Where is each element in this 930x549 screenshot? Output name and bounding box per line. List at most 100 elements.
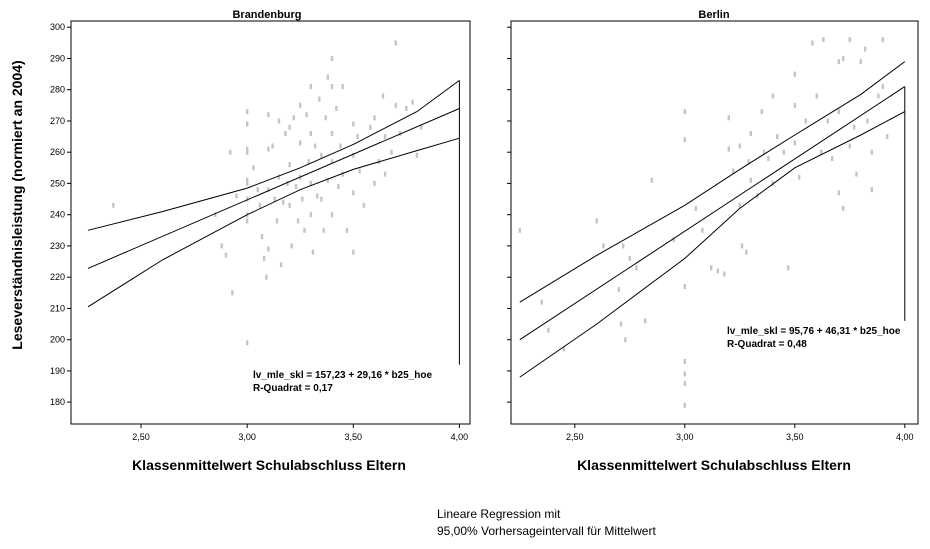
y-tick-label: 200 <box>50 335 65 345</box>
scatter-point <box>837 190 840 196</box>
scatter-point <box>650 177 653 183</box>
scatter-point <box>326 74 329 80</box>
scatter-point <box>738 202 741 208</box>
regression-lines <box>87 79 460 365</box>
y-tick-label: 300 <box>50 22 65 32</box>
scatter-point <box>309 212 312 218</box>
scatter-point <box>822 37 825 43</box>
prediction-interval-upper-line <box>87 79 460 231</box>
panel-berlin: Berlin 2,50 3,00 3,50 4,00 lv_mle_skl = 95,… <box>507 9 919 473</box>
scatter-point <box>246 149 249 155</box>
y-axis-label: Leseverständnisleistung (normiert an 200… <box>9 60 25 349</box>
scatter-point <box>275 218 279 224</box>
scatter-point <box>886 134 889 140</box>
prediction-interval-lower-line <box>519 111 906 378</box>
scatter-point <box>309 131 312 136</box>
scatter-point <box>246 218 249 224</box>
scatter-point <box>288 202 291 208</box>
scatter-point <box>683 109 686 115</box>
scatter-point <box>767 156 770 161</box>
scatter-point <box>292 115 295 121</box>
scatter-point <box>358 168 361 174</box>
r-squared-label: R-Quadrat = 0,48 <box>727 339 807 350</box>
scatter-point <box>256 187 259 193</box>
legend-line-interval: 95,00% Vorhersageintervall für Mittelwer… <box>437 524 656 538</box>
scatter-point <box>793 140 796 146</box>
scatter-point <box>727 115 730 121</box>
x-tick-label: 3,00 <box>238 432 256 442</box>
scatter-point <box>694 205 697 211</box>
r-squared-label: R-Quadrat = 0,17 <box>253 383 333 394</box>
scatter-point <box>738 143 741 149</box>
scatter-point <box>540 299 543 305</box>
scatter-point <box>273 196 276 202</box>
scatter-point <box>320 152 323 158</box>
scatter-point <box>246 340 249 346</box>
scatter-point <box>362 202 366 208</box>
scatter-point <box>749 131 752 136</box>
scatter-point <box>837 59 840 65</box>
scatter-point <box>299 102 302 108</box>
scatter-point <box>246 177 249 183</box>
scatter-point <box>683 284 686 289</box>
scatter-points <box>518 37 889 408</box>
scatter-point <box>246 146 249 152</box>
scatter-point <box>324 115 327 121</box>
scatter-point <box>311 249 315 255</box>
scatter-point <box>330 56 334 61</box>
chart-figure: Leseverständnisleistung (normiert an 200… <box>9 9 919 473</box>
regression-equation: lv_mle_skl = 95,76 + 46,31 * b25_hoe <box>727 326 901 337</box>
regression-line <box>87 108 460 269</box>
scatter-point <box>866 118 869 124</box>
scatter-point <box>279 262 283 268</box>
scatter-point <box>271 143 274 149</box>
scatter-point <box>853 124 856 130</box>
scatter-point <box>294 184 298 190</box>
x-tick-label: 3,00 <box>676 432 694 442</box>
scatter-point <box>320 196 323 202</box>
scatter-point <box>214 212 217 218</box>
scatter-point <box>301 196 304 202</box>
scatter-point <box>288 124 291 130</box>
scatter-point <box>776 134 779 140</box>
scatter-point <box>745 249 748 255</box>
scatter-point <box>246 109 249 115</box>
scatter-point <box>771 180 774 186</box>
scatter-point <box>267 187 270 193</box>
scatter-point <box>683 402 686 408</box>
scatter-point <box>373 115 376 121</box>
scatter-point <box>415 152 419 158</box>
scatter-point <box>518 227 521 233</box>
scatter-point <box>793 71 796 77</box>
scatter-point <box>848 143 851 149</box>
scatter-point <box>877 93 880 99</box>
legend: Lineare Regression mit 95,00% Vorhersage… <box>437 506 656 540</box>
scatter-point <box>330 131 334 136</box>
x-axis-label: Klassenmittelwert Schulabschluss Eltern <box>577 457 851 473</box>
scatter-point <box>562 346 565 352</box>
scatter-point <box>352 121 355 127</box>
scatter-point <box>644 318 647 324</box>
scatter-point <box>335 106 338 111</box>
scatter-point <box>282 199 285 205</box>
scatter-point <box>760 109 763 115</box>
x-axis-ticks: 2,50 3,00 3,50 4,00 <box>132 424 468 442</box>
y-axis-ticks: 180 190 200 210 220 230 240 250 260 270 280 290 300 <box>50 22 71 407</box>
scatter-point <box>619 321 623 327</box>
scatter-point <box>602 243 605 249</box>
scatter-point <box>727 146 730 152</box>
y-tick-label: 190 <box>50 366 65 376</box>
scatter-point <box>309 180 312 186</box>
scatter-point <box>405 106 408 111</box>
scatter-point <box>290 243 293 249</box>
scatter-point <box>870 149 873 155</box>
scatter-point <box>771 93 774 99</box>
scatter-point <box>390 149 393 155</box>
scatter-point <box>246 196 249 202</box>
scatter-point <box>864 46 867 52</box>
y-tick-label: 250 <box>50 178 65 188</box>
scatter-point <box>683 371 686 377</box>
scatter-point <box>804 118 807 124</box>
scatter-point <box>855 171 858 177</box>
scatter-point <box>345 227 349 233</box>
